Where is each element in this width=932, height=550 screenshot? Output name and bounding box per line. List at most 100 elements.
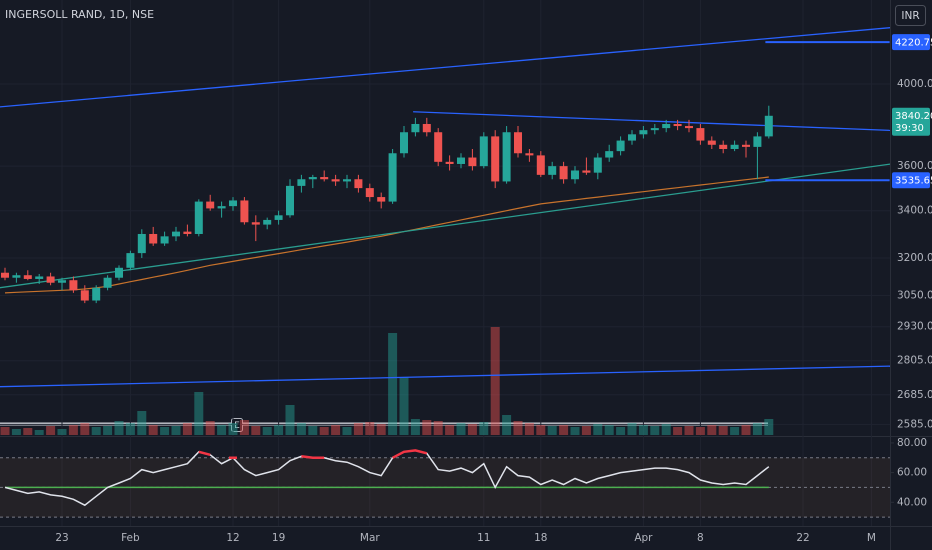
volume-bar [160, 427, 170, 435]
y-tick-label: 2930.00 [897, 321, 932, 333]
x-tick-label: 8 [697, 532, 704, 544]
candle-body [445, 161, 454, 164]
volume-bar [68, 425, 78, 435]
volume-bar [285, 405, 295, 435]
candle-body [616, 140, 625, 152]
chart-title: INGERSOLL RAND, 1D, NSE [5, 8, 154, 21]
y-tick-label: 3200.00 [897, 252, 932, 264]
volume-bar [445, 425, 455, 435]
main-pane [0, 27, 890, 435]
currency-label[interactable]: INR [901, 10, 919, 22]
volume-bar [46, 426, 56, 435]
candle-body [331, 179, 340, 182]
volume-bar [593, 424, 603, 435]
volume-bar [616, 427, 626, 435]
volume-bar [125, 423, 135, 435]
volume-bar [308, 426, 318, 435]
candle-body [593, 157, 602, 173]
volume-bar [91, 427, 101, 435]
volume-bar [764, 419, 774, 435]
rsi-pane [0, 449, 890, 518]
x-tick-label: 22 [796, 532, 809, 544]
candle-body [491, 136, 500, 182]
candle-body [388, 153, 397, 202]
volume-bar [490, 327, 500, 435]
volume-bar [650, 426, 660, 435]
volume-bar [353, 423, 363, 435]
last-price-label: 3840.20 [895, 111, 932, 122]
candle-body [274, 215, 283, 220]
volume-bar [513, 421, 523, 435]
currency-button[interactable] [895, 5, 926, 26]
rsi-tick-label: 60.00 [897, 467, 927, 479]
rsi-overbought [301, 455, 325, 460]
countdown-label: 39:30 [895, 123, 924, 134]
volume-bar [331, 425, 341, 435]
earnings-marker-box[interactable] [231, 418, 243, 432]
volume-bar [422, 420, 432, 435]
candle-body [206, 201, 215, 209]
candle-body [183, 231, 192, 234]
volume-bar [137, 411, 147, 435]
candle-body [80, 290, 89, 301]
volume-bar [11, 429, 21, 435]
trendline [0, 27, 890, 108]
volume-bar [684, 426, 694, 435]
rsi-tick-label: 40.00 [897, 496, 927, 508]
earnings-marker[interactable]: E [234, 421, 240, 431]
volume-bar [57, 429, 67, 435]
candle-body [365, 188, 374, 198]
volume-bar [730, 427, 740, 435]
candle-body [217, 206, 226, 209]
x-tick-label: 23 [55, 532, 68, 544]
candle-body [69, 280, 78, 291]
volume-bar [171, 426, 181, 435]
candle-body [263, 219, 272, 225]
candle-body [1, 272, 9, 278]
candle-body [502, 132, 511, 182]
volume-bar [319, 427, 329, 435]
candle-body [707, 140, 716, 145]
candle-body [479, 136, 488, 167]
candle-body [354, 179, 363, 189]
volume-bar [251, 426, 261, 435]
price-tag-label: 4220.75 [895, 38, 932, 49]
volume-bar [752, 423, 762, 435]
candle-body [548, 166, 557, 175]
volume-bar [627, 423, 637, 435]
candle-body [422, 123, 431, 133]
volume-bar [673, 427, 683, 435]
volume-bar [638, 425, 648, 435]
volume-bar [604, 425, 614, 435]
volume-bar [661, 424, 671, 435]
last-price-tag [892, 107, 930, 136]
candle-body [639, 130, 648, 135]
volume-bar [262, 427, 272, 435]
candle-body [571, 170, 579, 180]
x-tick-label: Feb [121, 532, 140, 544]
candle-body [514, 132, 522, 154]
candle-body [377, 197, 386, 202]
candle-body [582, 170, 591, 173]
x-tick-label: 18 [534, 532, 547, 544]
rsi-tick-label: 80.00 [897, 437, 927, 449]
candle-body [411, 123, 420, 133]
volume-bar [536, 425, 546, 435]
candle-body [673, 123, 682, 127]
candle-body [149, 233, 158, 244]
candle-body [58, 280, 66, 283]
volume-bar [376, 424, 386, 435]
grid [0, 0, 890, 526]
candle-body [764, 115, 773, 137]
volume-bar [479, 422, 489, 435]
candle-body [559, 166, 568, 180]
candle-body [685, 126, 693, 129]
x-tick-label: Mar [360, 532, 380, 544]
candle-body [468, 157, 477, 167]
candle-body [457, 157, 465, 164]
candle-body [320, 177, 329, 180]
candle-body [115, 267, 123, 278]
candle-body [137, 233, 146, 254]
rsi-overbought [392, 449, 428, 459]
